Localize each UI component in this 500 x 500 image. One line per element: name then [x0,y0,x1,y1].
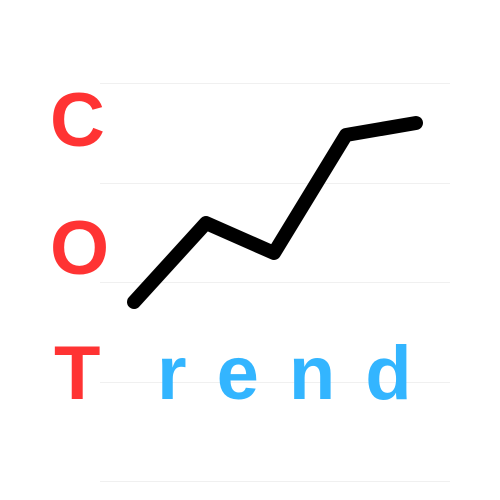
logo-letter-o: O [50,206,110,291]
logo-letter-t: T [54,331,101,416]
gridline [100,282,450,283]
trend-line [127,116,423,309]
gridline [100,83,450,84]
logo-letter-c: C [50,78,105,163]
gridline [100,382,450,383]
logo-word-rend: rend [157,331,442,416]
gridline [100,481,450,482]
gridline [100,183,450,184]
